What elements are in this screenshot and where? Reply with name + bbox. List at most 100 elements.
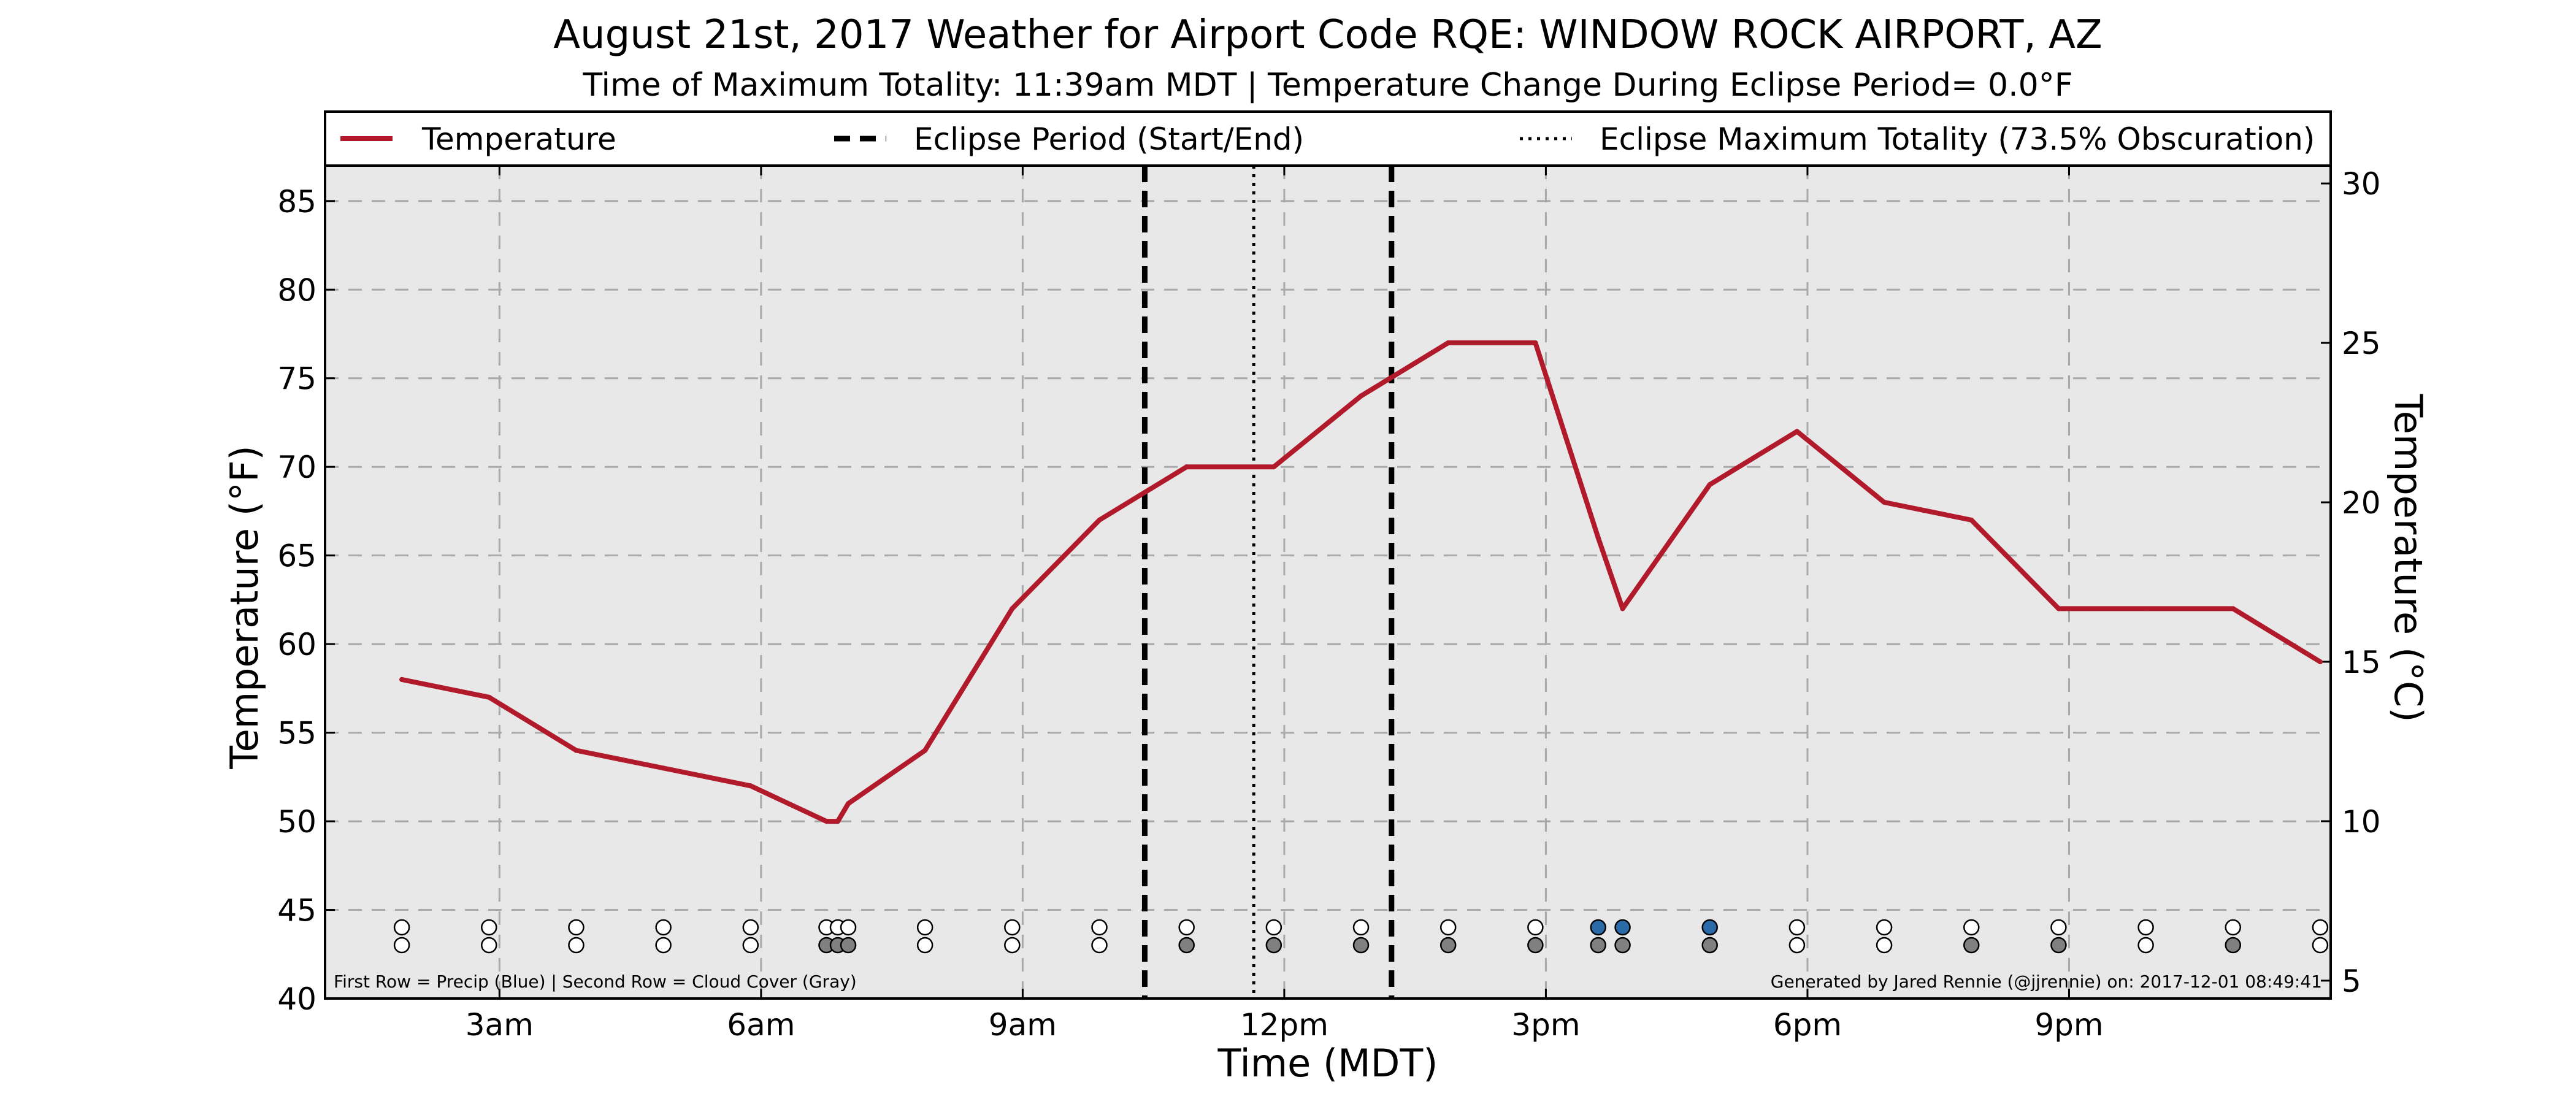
temperature-segment bbox=[1010, 517, 1102, 611]
temperature-segment bbox=[748, 783, 829, 824]
y-right-tick-label: 10 bbox=[2342, 804, 2381, 840]
y-axis-label-right: Temperature (°C) bbox=[2386, 393, 2431, 722]
y-right-tick-label: 25 bbox=[2342, 326, 2381, 361]
cloud-marker bbox=[2050, 937, 2067, 954]
precip-marker bbox=[1614, 919, 1631, 936]
temperature-point bbox=[2143, 606, 2149, 611]
precip-marker bbox=[1091, 919, 1108, 936]
temperature-segment bbox=[1620, 482, 1712, 611]
temperature-point bbox=[2230, 606, 2236, 611]
precip-marker bbox=[1265, 919, 1282, 936]
temperature-segment bbox=[846, 748, 928, 807]
precip-marker bbox=[840, 919, 857, 936]
y-tick-label: 65 bbox=[277, 539, 316, 574]
temperature-point bbox=[1184, 464, 1189, 470]
temperature-segment bbox=[1707, 429, 1800, 488]
cloud-marker bbox=[2312, 937, 2329, 954]
precip-marker bbox=[1876, 919, 1893, 936]
temperature-segment bbox=[486, 694, 579, 753]
precip-marker bbox=[481, 919, 497, 936]
legend-eclipse-period-label: Eclipse Period (Start/End) bbox=[914, 121, 1304, 157]
temperature-point bbox=[1010, 606, 1015, 611]
cloud-marker bbox=[481, 937, 497, 954]
cloud-marker bbox=[1091, 937, 1108, 954]
x-tick-label: 6am bbox=[727, 1007, 795, 1043]
legend-temperature-label: Temperature bbox=[421, 121, 616, 157]
cloud-marker bbox=[2225, 937, 2242, 954]
x-tick-label: 3am bbox=[466, 1007, 534, 1043]
cloud-marker bbox=[1614, 937, 1631, 954]
cloud-marker bbox=[1876, 937, 1893, 954]
temperature-segment bbox=[1359, 340, 1451, 399]
precip-marker bbox=[1788, 919, 1806, 936]
chart-title: August 21st, 2017 Weather for Airport Co… bbox=[553, 12, 2103, 58]
precip-marker bbox=[1178, 919, 1195, 936]
temperature-segment bbox=[1271, 393, 1364, 470]
precip-marker bbox=[1527, 919, 1544, 936]
y-right-tick-label: 15 bbox=[2342, 645, 2381, 680]
precip-marker bbox=[2225, 919, 2242, 936]
x-axis-label: Time (MDT) bbox=[1217, 1041, 1438, 1086]
precip-marker bbox=[1963, 919, 1980, 936]
cloud-marker bbox=[393, 937, 410, 954]
precip-marker bbox=[916, 919, 933, 936]
legend-eclipse-max-label: Eclipse Maximum Totality (73.5% Obscurat… bbox=[1600, 121, 2315, 157]
cloud-marker bbox=[1701, 937, 1718, 954]
cloud-marker bbox=[1590, 937, 1606, 954]
chart-subtitle: Time of Maximum Totality: 11:39am MDT | … bbox=[582, 67, 2072, 104]
temperature-point bbox=[824, 819, 829, 824]
cloud-marker bbox=[916, 937, 933, 954]
footnote-left: First Row = Precip (Blue) | Second Row =… bbox=[334, 972, 857, 992]
temperature-segment bbox=[1097, 464, 1189, 523]
y-axis-label-left: Temperature (°F) bbox=[222, 445, 267, 769]
precip-marker bbox=[1352, 919, 1370, 936]
x-tick-label: 9am bbox=[989, 1007, 1057, 1043]
y-right-tick-label: 30 bbox=[2342, 166, 2381, 202]
y-tick-label: 40 bbox=[277, 981, 316, 1017]
cloud-marker bbox=[1265, 937, 1282, 954]
y-tick-label: 70 bbox=[277, 450, 316, 485]
cloud-marker bbox=[1527, 937, 1544, 954]
temperature-segment bbox=[922, 606, 1015, 753]
cloud-marker bbox=[742, 937, 759, 954]
precip-marker bbox=[655, 919, 672, 936]
precip-marker bbox=[393, 919, 410, 936]
y-tick-label: 60 bbox=[277, 627, 316, 662]
temperature-point bbox=[846, 801, 851, 807]
temperature-segment bbox=[1595, 535, 1625, 611]
temperature-segment bbox=[1969, 517, 2061, 611]
temperature-point bbox=[1097, 517, 1102, 523]
precip-marker bbox=[1004, 919, 1021, 936]
y-right-tick-label: 20 bbox=[2342, 485, 2381, 521]
temperature-segment bbox=[1533, 340, 1601, 540]
temperature-point bbox=[1794, 429, 1800, 434]
plot-background bbox=[325, 166, 2331, 999]
precip-marker bbox=[1590, 919, 1606, 936]
precip-marker bbox=[2137, 919, 2154, 936]
temperature-point bbox=[661, 765, 666, 771]
precip-marker bbox=[742, 919, 759, 936]
temperature-point bbox=[1359, 393, 1364, 399]
cloud-marker bbox=[1439, 937, 1457, 954]
temperature-segment bbox=[661, 765, 753, 789]
temperature-point bbox=[399, 677, 405, 682]
x-tick-label: 6pm bbox=[1773, 1007, 1842, 1043]
y-tick-label: 55 bbox=[277, 716, 316, 751]
cloud-marker bbox=[1352, 937, 1370, 954]
x-tick-label: 12pm bbox=[1240, 1007, 1328, 1043]
precip-marker bbox=[568, 919, 585, 936]
temperature-point bbox=[2056, 606, 2061, 611]
x-tick-label: 3pm bbox=[1511, 1007, 1580, 1043]
precip-marker bbox=[2312, 919, 2329, 936]
y-tick-label: 45 bbox=[277, 893, 316, 929]
cloud-marker bbox=[1963, 937, 1980, 954]
cloud-marker bbox=[1788, 937, 1806, 954]
temperature-point bbox=[835, 819, 840, 824]
temperature-point bbox=[1707, 482, 1712, 488]
temperature-point bbox=[1969, 517, 1974, 523]
temperature-point bbox=[1533, 340, 1538, 345]
temperature-point bbox=[1595, 535, 1601, 540]
footnote-right: Generated by Jared Rennie (@jjrennie) on… bbox=[1771, 972, 2322, 992]
temperature-point bbox=[1882, 499, 1887, 505]
